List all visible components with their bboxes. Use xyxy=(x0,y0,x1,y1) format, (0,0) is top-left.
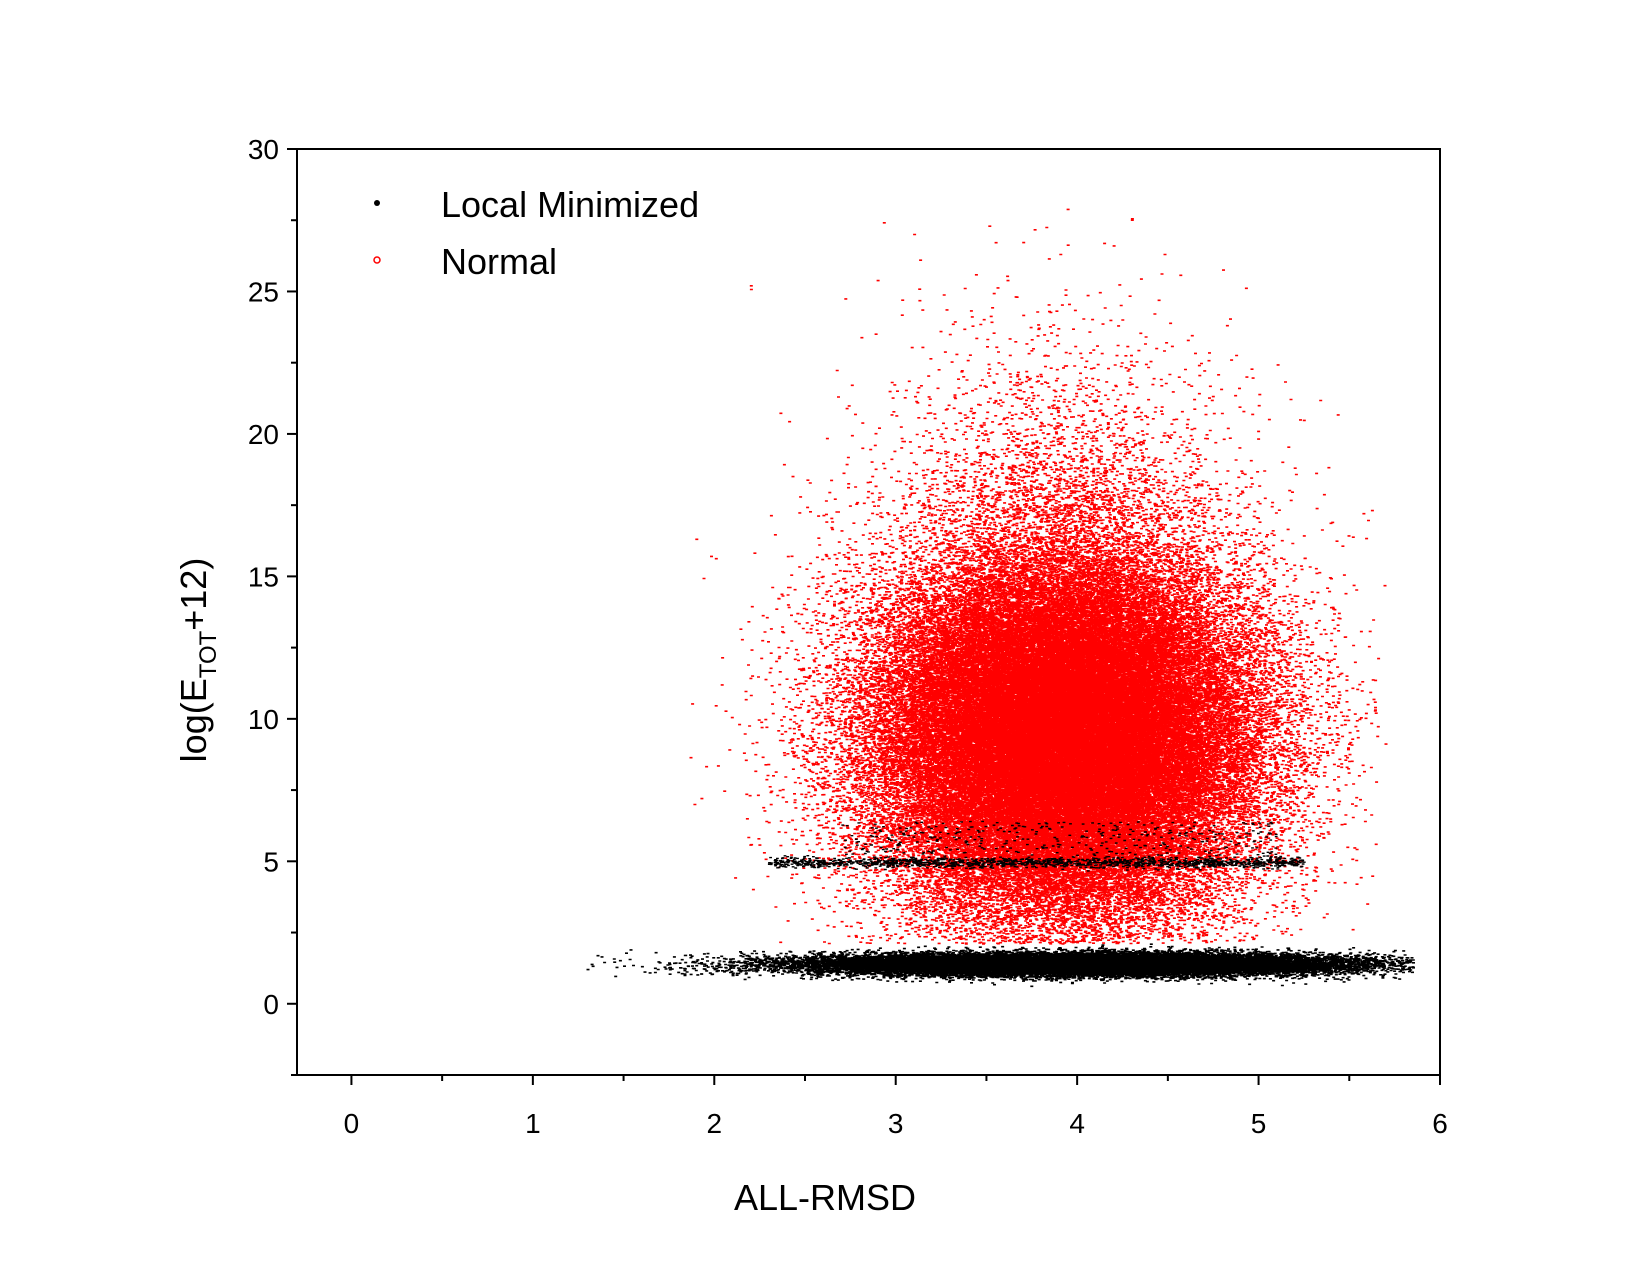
series-local-minimized-upper-points xyxy=(768,820,1306,872)
legend: Local Minimized Normal xyxy=(373,184,699,282)
x-tick-label: 3 xyxy=(888,1108,904,1139)
x-tick-label: 4 xyxy=(1069,1108,1085,1139)
y-axis-title-subscript: TOT xyxy=(195,630,222,678)
y-tick-label: 25 xyxy=(248,276,279,307)
y-axis-title-prefix: log(E xyxy=(173,678,214,762)
legend-marker-normal xyxy=(373,256,381,264)
x-tick-label: 6 xyxy=(1432,1108,1448,1139)
series-local-minimized-band-points xyxy=(586,860,1415,988)
y-tick-label: 30 xyxy=(248,134,279,165)
x-tick-label: 1 xyxy=(525,1108,541,1139)
x-axis-title: ALL-RMSD xyxy=(734,1177,916,1218)
y-tick-label: 10 xyxy=(248,704,279,735)
x-tick-label: 0 xyxy=(344,1108,360,1139)
legend-label-normal: Normal xyxy=(441,241,557,282)
axis-ticks: 0 1 2 3 4 5 6 0 5 10 15 20 25 30 xyxy=(248,134,1448,1139)
series-normal-points xyxy=(689,208,1388,945)
y-axis-title: log(ETOT+12) xyxy=(173,558,222,763)
y-tick-label: 15 xyxy=(248,561,279,592)
x-tick-label: 2 xyxy=(706,1108,722,1139)
plot-area-frame xyxy=(296,148,1441,1076)
legend-label-local-minimized: Local Minimized xyxy=(441,184,699,225)
y-tick-label: 0 xyxy=(263,989,279,1020)
legend-marker-local-minimized xyxy=(374,200,380,206)
y-tick-label: 20 xyxy=(248,419,279,450)
x-tick-label: 5 xyxy=(1251,1108,1267,1139)
y-tick-label: 5 xyxy=(263,846,279,877)
data-points xyxy=(586,208,1415,988)
y-axis-title-suffix: +12) xyxy=(173,558,214,631)
